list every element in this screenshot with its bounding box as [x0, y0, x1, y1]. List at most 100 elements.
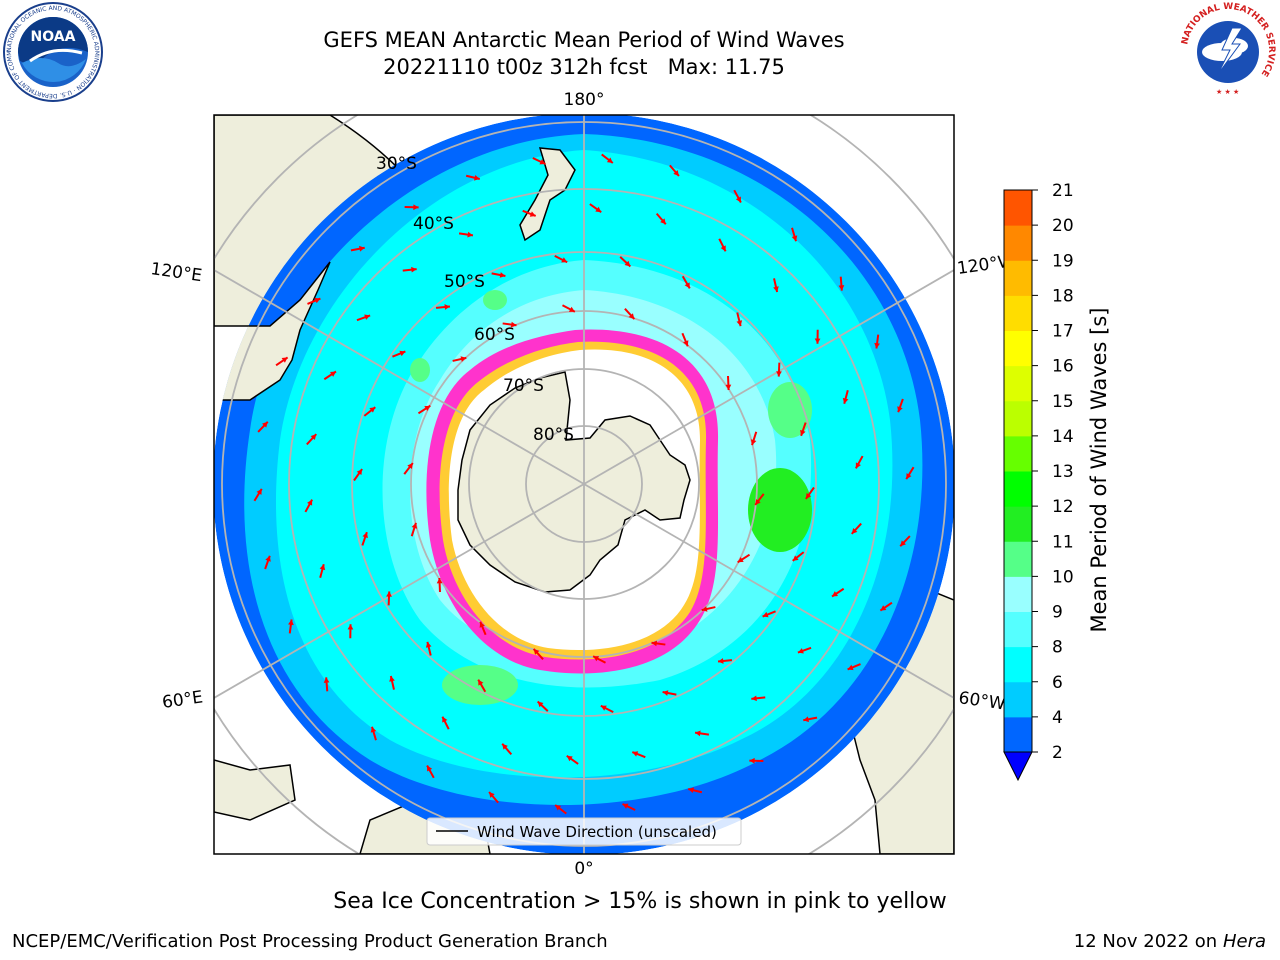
wind-wave-arrow — [323, 370, 337, 381]
wind-wave-arrow — [589, 203, 602, 214]
wind-wave-arrow — [750, 431, 758, 446]
wind-wave-arrow — [477, 679, 487, 693]
wind-wave-arrow — [701, 606, 716, 612]
noaa-logo: NATIONAL OCEANIC AND ATMOSPHERIC ADMINIS… — [2, 1, 103, 102]
wind-wave-arrow — [403, 462, 414, 475]
graticule — [214, 115, 954, 854]
wind-wave-arrow — [905, 466, 915, 480]
wind-wave-arrow — [776, 362, 782, 377]
wind-wave-arrow — [800, 422, 807, 437]
wind-wave-arrow — [669, 164, 680, 177]
noaa-logo-text: NOAA — [31, 29, 76, 45]
lon-label-0: 0° — [574, 859, 593, 879]
wind-wave-arrow — [306, 433, 318, 446]
colorbar-segment — [1004, 400, 1032, 437]
wind-wave-arrow — [436, 577, 443, 593]
colorbar-segment — [1004, 576, 1032, 612]
wind-wave-arrow — [370, 726, 377, 741]
wind-wave-arrow — [410, 522, 418, 537]
wind-wave-arrow — [323, 677, 330, 692]
wind-wave-arrow — [831, 587, 845, 598]
wind-wave-arrow — [304, 499, 313, 513]
wind-wave-arrow — [425, 641, 432, 656]
wind-wave-arrow — [600, 704, 614, 714]
wind-wave-arrow — [491, 272, 506, 278]
wind-wave-arrow — [350, 245, 365, 252]
footer-machine: Hera — [1222, 931, 1266, 952]
wind-wave-arrow — [773, 278, 779, 293]
lat-label-30s: 30°S — [376, 154, 417, 174]
wind-wave-arrow — [441, 716, 450, 730]
wind-wave-arrow — [694, 730, 710, 737]
colorbar-tick-label: 14 — [1052, 427, 1074, 447]
wind-wave-arrow — [501, 743, 513, 756]
colorbar-tick-label: 16 — [1052, 357, 1074, 377]
wind-wave-arrow — [479, 621, 487, 636]
colorbar-tick-label: 10 — [1052, 567, 1074, 587]
chart-title: GEFS MEAN Antarctic Mean Period of Wind … — [323, 28, 845, 52]
wind-wave-arrow — [737, 553, 751, 564]
colorbar-segment — [1004, 435, 1032, 472]
wind-wave-arrow — [792, 551, 805, 562]
wind-wave-arrow — [842, 389, 849, 404]
colorbar-tick-label: 21 — [1052, 181, 1074, 201]
wind-wave-arrow — [253, 488, 263, 502]
colorbar-segment — [1004, 260, 1032, 296]
wind-wave-arrow — [762, 610, 776, 618]
lat-label-50s: 50°S — [444, 272, 485, 292]
wind-wave-arrow — [532, 648, 544, 660]
colorbar-tick-label: 18 — [1052, 286, 1074, 306]
wind-wave-arrow — [288, 619, 294, 634]
colorbar-tick-label: 9 — [1052, 603, 1063, 623]
map-frame — [213, 114, 955, 855]
wind-wave-arrow — [435, 304, 451, 310]
colorbar-extend-arrow — [1003, 751, 1033, 782]
wind-wave-arrow — [257, 421, 269, 433]
wind-wave-arrow — [749, 757, 764, 764]
wind-wave-arrow — [879, 601, 893, 612]
antarctica — [457, 371, 691, 593]
wind-wave-arrow — [624, 308, 636, 320]
lat-label-70s: 70°S — [503, 376, 544, 396]
wind-wave-arrow — [502, 321, 517, 328]
colorbar-tick-label: 12 — [1052, 497, 1074, 517]
wind-wave-arrow — [392, 350, 406, 358]
wind-wave-arrow — [651, 640, 666, 647]
wind-wave-arrow — [566, 754, 579, 765]
wind-wave-arrow — [458, 231, 474, 238]
lat-label-60s: 60°S — [474, 325, 515, 345]
wind-wave-arrow — [361, 531, 368, 546]
colorbar-segment — [1004, 330, 1032, 367]
wind-wave-arrow — [488, 791, 499, 804]
footer-date: 12 Nov 2022 on Hera — [1074, 931, 1266, 952]
wind-wave-arrow — [402, 266, 417, 273]
colorbar-tick-label: 19 — [1052, 251, 1074, 271]
wind-wave-arrow — [465, 174, 480, 181]
wind-wave-arrow — [264, 555, 271, 570]
svg-text:★ ★ ★: ★ ★ ★ — [1216, 88, 1239, 96]
wind-wave-arrow — [389, 675, 395, 690]
wind-wave-arrow — [662, 690, 677, 696]
footer-branch: NCEP/EMC/Verification Post Processing Pr… — [12, 931, 608, 952]
wind-wave-arrow — [404, 204, 419, 211]
colorbar-segment — [1004, 646, 1032, 683]
wind-wave-arrow — [275, 356, 289, 367]
wind-wave-arrow — [805, 486, 815, 500]
wind-wave-arrow — [717, 658, 733, 664]
colorbar-segment — [1004, 506, 1032, 542]
wind-wave-arrow — [681, 332, 689, 347]
colorbar-segment — [1004, 471, 1032, 507]
wind-wave-arrow — [363, 406, 376, 417]
sea-ice-caption: Sea Ice Concentration > 15% is shown in … — [333, 889, 947, 914]
wind-wave-arrow — [797, 646, 812, 654]
wind-wave-arrow — [353, 468, 363, 482]
wind-wave-arrow — [754, 493, 765, 506]
colorbar-tick-label: 15 — [1052, 392, 1074, 412]
colorbar-label: Mean Period of Wind Waves [s] — [1087, 308, 1111, 633]
wind-wave-arrow — [386, 591, 392, 606]
wind-wave-arrow — [347, 624, 354, 639]
wind-wave-arrow — [356, 314, 371, 322]
colorbar-segment — [1004, 611, 1032, 648]
wind-wave-arrow — [536, 700, 549, 712]
lon-label-180: 180° — [564, 90, 605, 110]
